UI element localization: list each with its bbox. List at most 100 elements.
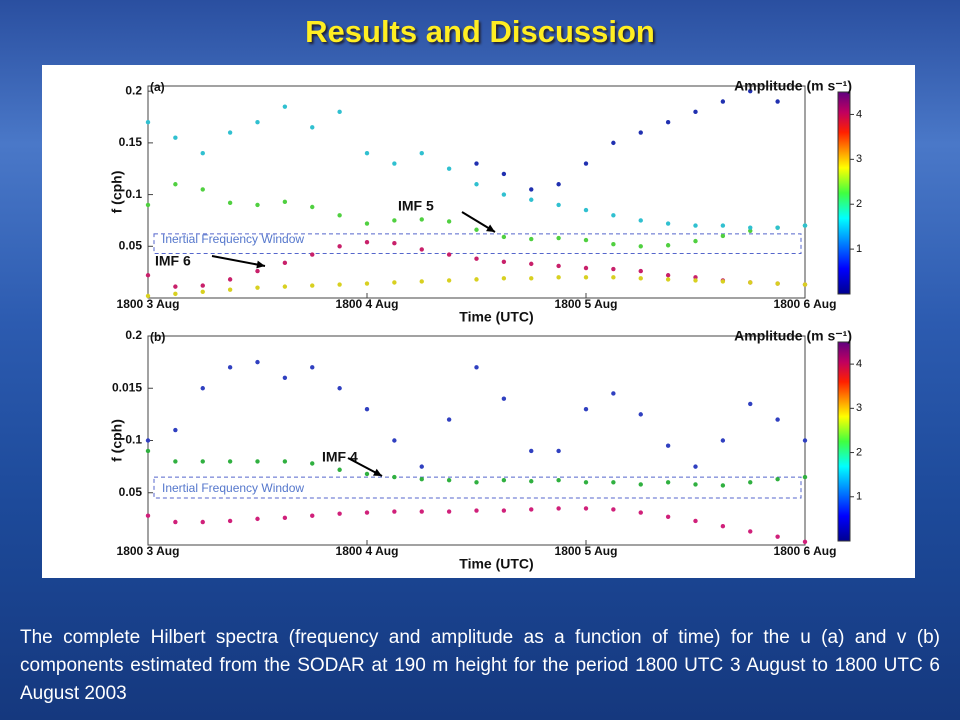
data-point — [501, 234, 507, 240]
data-point — [145, 513, 151, 518]
data-point — [720, 483, 726, 488]
data-point — [364, 239, 370, 245]
data-point — [529, 276, 534, 281]
data-point — [392, 161, 397, 166]
y-axis-label: f (cph) — [109, 419, 125, 462]
data-point — [474, 182, 479, 187]
data-point — [611, 480, 616, 485]
data-point — [173, 427, 178, 433]
data-point — [310, 365, 315, 370]
data-point — [583, 237, 589, 243]
data-point — [446, 166, 452, 171]
data-point — [720, 99, 726, 104]
data-point — [638, 130, 643, 135]
colorbar-tick-label: 2 — [856, 446, 862, 458]
annotation: Inertial Frequency Window — [162, 481, 304, 495]
data-point — [748, 280, 753, 285]
x-tick-label: 1800 6 Aug — [774, 297, 837, 311]
data-point — [501, 396, 507, 401]
data-point — [775, 476, 780, 482]
data-point — [282, 375, 288, 380]
arrow-head — [486, 224, 495, 232]
data-point — [665, 277, 671, 282]
arrow-head — [256, 260, 265, 269]
data-point — [419, 247, 424, 252]
data-point — [775, 281, 780, 286]
data-point — [775, 225, 780, 230]
colorbar-tick-label: 4 — [856, 358, 862, 370]
y-axis-label: f (cph) — [109, 171, 125, 214]
data-point — [775, 534, 780, 539]
data-point — [720, 279, 726, 284]
data-point — [529, 448, 534, 454]
data-point — [255, 459, 260, 464]
colorbar-tick-label: 4 — [856, 108, 862, 120]
colorbar — [837, 91, 851, 295]
data-point — [748, 480, 753, 485]
x-tick-label: 1800 5 Aug — [555, 544, 618, 558]
data-point — [556, 506, 561, 511]
data-point — [501, 192, 507, 197]
data-point — [693, 275, 698, 280]
data-point — [337, 213, 342, 218]
colorbar-tick-label: 1 — [856, 491, 862, 503]
data-point — [474, 277, 479, 282]
data-point — [282, 459, 288, 464]
data-point — [173, 182, 178, 187]
data-point — [446, 252, 452, 257]
data-point — [392, 474, 397, 480]
data-point — [200, 283, 205, 288]
x-axis-label: Time (UTC) — [459, 309, 533, 325]
plot-frame — [147, 85, 806, 299]
data-point — [665, 273, 671, 278]
y-tick-label: 0.05 — [119, 238, 143, 252]
data-point — [446, 478, 452, 483]
data-point — [310, 204, 315, 210]
data-point — [255, 202, 260, 208]
data-point — [638, 244, 643, 249]
data-point — [638, 276, 643, 281]
y-tick-label: 0.1 — [125, 433, 142, 447]
data-point — [364, 471, 370, 477]
x-tick-label: 1800 6 Aug — [774, 544, 837, 558]
data-point — [720, 233, 726, 239]
data-point — [310, 125, 315, 130]
data-point — [529, 479, 534, 484]
data-point — [145, 293, 151, 299]
data-point — [145, 273, 151, 278]
data-point — [775, 417, 780, 422]
data-point — [419, 509, 424, 514]
data-point — [419, 151, 424, 156]
data-point — [419, 217, 424, 222]
slide-title: Results and Discussion — [305, 14, 655, 49]
data-point — [802, 282, 808, 287]
data-point — [446, 278, 452, 283]
colorbar-tick-label: 3 — [856, 402, 862, 414]
colorbar-tick-label: 1 — [856, 243, 862, 255]
data-point — [227, 287, 233, 292]
x-tick-label: 1800 4 Aug — [336, 297, 399, 311]
colorbar-tick-label: 3 — [856, 153, 862, 165]
data-point — [200, 459, 205, 464]
data-point — [282, 284, 288, 289]
data-point — [693, 238, 698, 244]
data-point — [200, 519, 205, 525]
x-tick-label: 1800 3 Aug — [117, 297, 180, 311]
data-point — [310, 461, 315, 466]
data-point — [282, 199, 288, 205]
data-point — [310, 513, 315, 518]
data-point — [200, 187, 205, 192]
y-tick-label: 0.05 — [119, 485, 143, 499]
data-point — [255, 359, 260, 365]
panel-label: (b) — [150, 330, 165, 344]
data-point — [748, 529, 753, 534]
data-point — [173, 135, 178, 140]
y-tick-label: 0.15 — [119, 135, 143, 149]
data-point — [583, 207, 589, 213]
data-point — [611, 507, 616, 512]
data-point — [392, 438, 397, 443]
data-point — [748, 401, 753, 407]
data-point — [282, 260, 288, 266]
data-point — [556, 182, 561, 187]
